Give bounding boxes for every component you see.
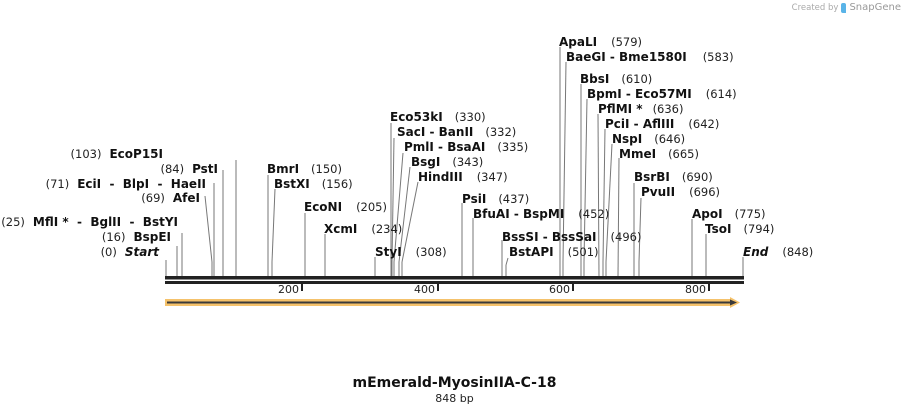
site-bstapi[interactable]: BstAPI (501): [509, 245, 599, 259]
site-psii[interactable]: PsiI (437): [462, 192, 529, 206]
site-pcii-afliii[interactable]: PciI - AflIII (642): [605, 117, 719, 131]
site-saci-banii[interactable]: SacI - BanII (332): [397, 125, 516, 139]
cut-site-lines: [165, 47, 744, 278]
site-bbsi[interactable]: BbsI (610): [580, 72, 652, 86]
site-eco53ki[interactable]: Eco53kI (330): [390, 110, 486, 124]
site-xcmi[interactable]: XcmI (234): [324, 222, 402, 236]
sequence-bottom-strand: [165, 281, 744, 284]
site-pmli-bsaai[interactable]: PmlI - BsaAI (335): [404, 140, 528, 154]
site-apali[interactable]: ApaLI (579): [559, 35, 642, 49]
snapgene-logo-icon: [841, 2, 847, 13]
credit-brand: SnapGene: [849, 2, 901, 13]
right-labels: BmrI (150) BstXI (156) EcoNI (205) XcmI (234…: [267, 35, 813, 259]
site-econi[interactable]: EcoNI (205): [304, 200, 387, 214]
site-tsoi[interactable]: TsoI (794): [705, 222, 774, 236]
site-bstxi[interactable]: BstXI (156): [274, 177, 353, 191]
ruler: 200 400 600 800: [278, 283, 710, 296]
snapgene-credit: Created by SnapGene: [792, 2, 901, 13]
left-labels: (103) EcoP15I (84) PstI (71) EciI - BlpI - …: [1, 147, 218, 259]
tick-800: 800: [685, 283, 706, 296]
site-afei[interactable]: (69) AfeI: [141, 191, 200, 205]
tick-600: 600: [549, 283, 570, 296]
site-bsrbi[interactable]: BsrBI (690): [634, 170, 713, 184]
site-pvuii[interactable]: PvuII (696): [641, 185, 720, 199]
site-ecii-blpi-haeii[interactable]: (71) EciI - BlpI - HaeII: [46, 177, 206, 191]
tick-400: 400: [414, 283, 435, 296]
end-marker: End (848): [743, 245, 813, 259]
site-nspi[interactable]: NspI (646): [612, 132, 685, 146]
construct-title: mEmerald-MyosinIIA-C-18: [352, 375, 557, 391]
construct-length: 848 bp: [435, 392, 474, 405]
site-mmei[interactable]: MmeI (665): [619, 147, 699, 161]
site-apoi[interactable]: ApoI (775): [692, 207, 766, 221]
site-baegi-bme1580i[interactable]: BaeGI - Bme1580I (583): [566, 50, 734, 64]
tick-200: 200: [278, 283, 299, 296]
site-ecop15i[interactable]: (103) EcoP15I: [71, 147, 163, 161]
site-bsgi[interactable]: BsgI (343): [411, 155, 483, 169]
start-marker: (0) Start: [101, 245, 161, 259]
sequence-top-strand: [165, 276, 744, 280]
site-bmri[interactable]: BmrI (150): [267, 162, 342, 176]
site-psti[interactable]: (84) PstI: [160, 162, 218, 176]
site-bfuai-bspmi[interactable]: BfuAI - BspMI (452): [473, 207, 609, 221]
site-pflmi[interactable]: PflMI * (636): [598, 102, 684, 116]
site-hindiii[interactable]: HindIII (347): [418, 170, 508, 184]
restriction-map: 200 400 600 800 (103) EcoP15I (84) PstI (7…: [1, 35, 813, 308]
feature-arrow[interactable]: [165, 297, 740, 308]
site-bspei[interactable]: (16) BspEI: [102, 230, 171, 244]
site-styi[interactable]: StyI (308): [375, 245, 447, 259]
site-bpmi-eco57mi[interactable]: BpmI - Eco57MI (614): [587, 87, 737, 101]
site-bsssi-bsssai[interactable]: BssSI - BssSaI (496): [502, 230, 641, 244]
credit-prefix: Created by: [791, 2, 839, 13]
site-mfli-bglii-bstyi[interactable]: (25) MflI * - BglII - BstYI: [1, 215, 178, 229]
